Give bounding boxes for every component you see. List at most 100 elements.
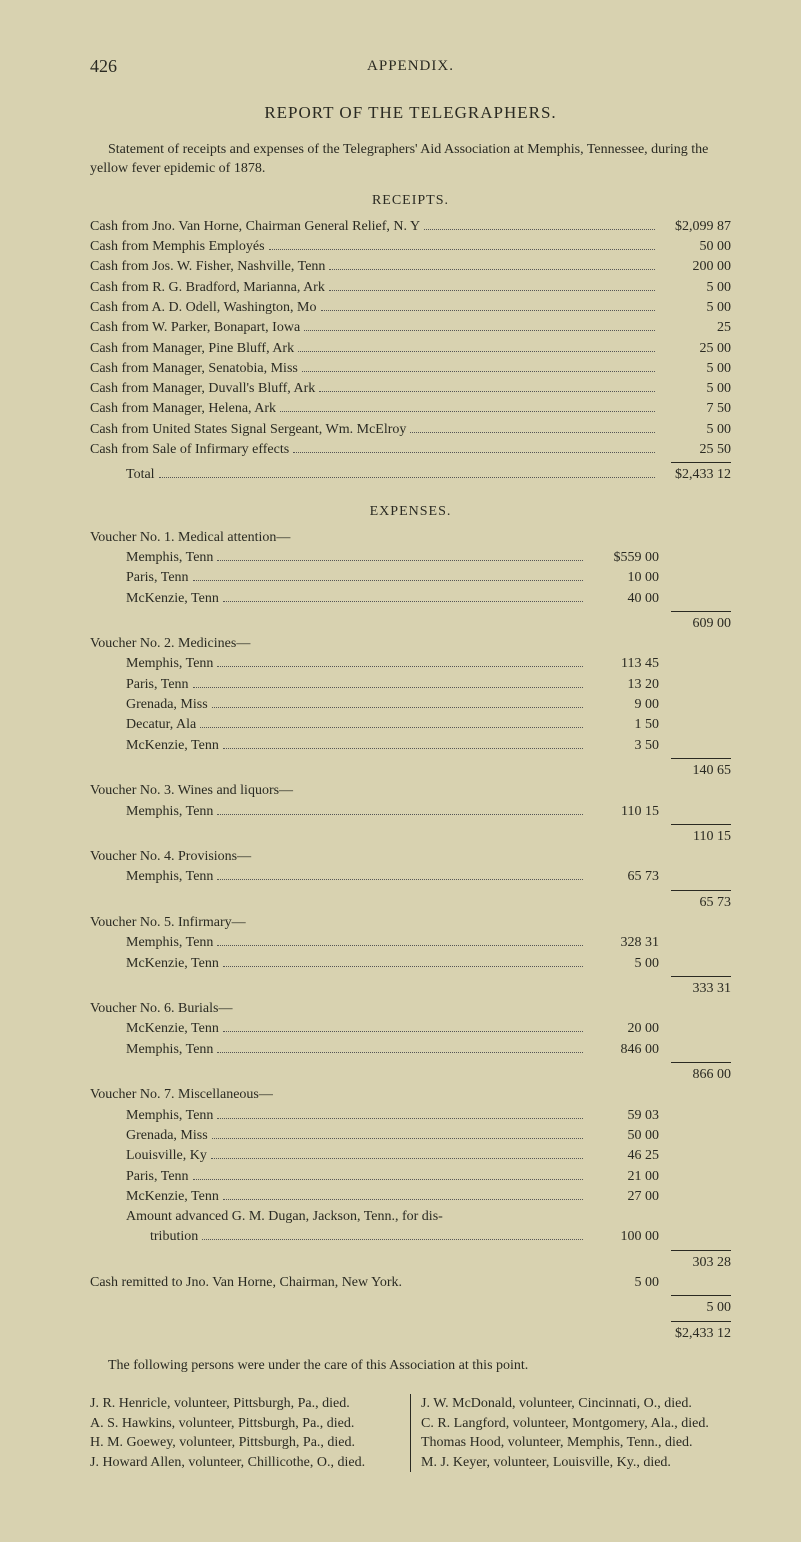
expense-row: McKenzie, Tenn27 00 [90, 1187, 731, 1207]
voucher-head: Voucher No. 7. Miscellaneous— [90, 1085, 731, 1105]
expense-amount: 46 25 [587, 1146, 659, 1166]
leader-dots [193, 1170, 583, 1179]
voucher-sum-row: 140 65 [90, 756, 731, 781]
receipt-amount: $2,099 87 [659, 217, 731, 237]
voucher-sum-row: 609 00 [90, 609, 731, 634]
expense-row: tribution 100 00 [90, 1227, 731, 1247]
expense-row: Memphis, Tenn328 31 [90, 933, 731, 953]
receipt-label: Cash from Sale of Infirmary effects [90, 440, 289, 460]
leader-dots [223, 1190, 583, 1199]
expense-amount: $559 00 [587, 548, 659, 568]
voucher-title: Voucher No. 6. Burials— [90, 999, 232, 1019]
expense-row: McKenzie, Tenn3 50 [90, 736, 731, 756]
leader-dots [298, 342, 655, 351]
receipt-label: Cash from Manager, Duvall's Bluff, Ark [90, 379, 315, 399]
voucher-sum: 609 00 [693, 614, 732, 634]
leader-dots [304, 322, 655, 331]
receipt-row: Cash from Manager, Helena, Ark7 50 [90, 399, 731, 419]
expense-amount: 65 73 [587, 867, 659, 887]
receipts-total-label: Total [126, 465, 155, 485]
receipt-row: Cash from United States Signal Sergeant,… [90, 420, 731, 440]
expense-amount: 59 03 [587, 1106, 659, 1126]
receipt-label: Cash from R. G. Bradford, Marianna, Ark [90, 278, 325, 298]
receipt-amount: 7 50 [659, 399, 731, 419]
expense-amount: 110 15 [587, 802, 659, 822]
leader-dots [319, 383, 655, 392]
expense-label: Memphis, Tenn [126, 867, 213, 887]
receipts-heading: RECEIPTS. [90, 193, 731, 209]
rule [671, 611, 731, 612]
rule [671, 1321, 731, 1322]
rule [671, 1295, 731, 1296]
receipt-row: Cash from Manager, Senatobia, Miss5 00 [90, 359, 731, 379]
expense-label: Grenada, Miss [126, 695, 208, 715]
expense-amount: 13 20 [587, 675, 659, 695]
receipt-row: Cash from A. D. Odell, Washington, Mo5 0… [90, 298, 731, 318]
leader-dots [424, 220, 655, 229]
receipt-amount: 200 00 [659, 257, 731, 277]
leader-dots [223, 957, 583, 966]
expense-label: Memphis, Tenn [126, 1106, 213, 1126]
expense-label: Paris, Tenn [126, 1167, 189, 1187]
expense-amount: 100 00 [587, 1227, 659, 1247]
leader-dots [217, 552, 583, 561]
leader-dots [269, 241, 655, 250]
rule [671, 976, 731, 977]
grand-total: $2,433 12 [675, 1324, 731, 1344]
person-entry: A. S. Hawkins, volunteer, Pittsburgh, Pa… [90, 1414, 400, 1434]
expense-label: McKenzie, Tenn [126, 736, 219, 756]
person-entry: J. R. Henricle, volunteer, Pittsburgh, P… [90, 1394, 400, 1414]
expense-label: Memphis, Tenn [126, 802, 213, 822]
expense-amount: 40 00 [587, 589, 659, 609]
voucher-title: Voucher No. 1. Medical attention— [90, 528, 290, 548]
expense-amount: 9 00 [587, 695, 659, 715]
leader-dots [223, 1023, 583, 1032]
voucher-title: Voucher No. 7. Miscellaneous— [90, 1085, 273, 1105]
cash-remitted-detail: 5 00 [587, 1273, 659, 1293]
voucher-head: Voucher No. 5. Infirmary— [90, 913, 731, 933]
voucher-sum-row: 866 00 [90, 1060, 731, 1085]
expense-amount: 113 45 [587, 654, 659, 674]
rule [671, 1250, 731, 1251]
receipt-amount: 25 50 [659, 440, 731, 460]
expense-label: Paris, Tenn [126, 568, 189, 588]
expense-row: Grenada, Miss50 00 [90, 1126, 731, 1146]
cash-remitted-sum: 5 00 [707, 1298, 732, 1318]
leader-dots [217, 937, 583, 946]
voucher-title: Voucher No. 3. Wines and liquors— [90, 781, 293, 801]
leader-dots [329, 281, 655, 290]
expense-label: Paris, Tenn [126, 675, 189, 695]
voucher-head: Voucher No. 3. Wines and liquors— [90, 781, 731, 801]
voucher-title: Voucher No. 2. Medicines— [90, 634, 250, 654]
leader-dots [159, 469, 655, 478]
person-entry: Thomas Hood, volunteer, Memphis, Tenn., … [421, 1433, 731, 1453]
expense-label: tribution [150, 1227, 198, 1247]
expense-row: Paris, Tenn10 00 [90, 568, 731, 588]
voucher-head: Voucher No. 4. Provisions— [90, 847, 731, 867]
rule [671, 758, 731, 759]
expense-row: Grenada, Miss 9 00 [90, 695, 731, 715]
leader-dots [321, 302, 656, 311]
leader-dots [217, 805, 583, 814]
voucher-sum: 866 00 [693, 1065, 732, 1085]
leader-dots [200, 719, 583, 728]
receipt-label: Cash from Jno. Van Horne, Chairman Gener… [90, 217, 420, 237]
receipts-list: Cash from Jno. Van Horne, Chairman Gener… [90, 217, 731, 466]
report-title: REPORT OF THE TELEGRAPHERS. [90, 103, 731, 123]
expense-row: McKenzie, Tenn40 00 [90, 589, 731, 609]
person-entry: J. Howard Allen, volunteer, Chillicothe,… [90, 1453, 400, 1473]
receipts-total-row: Total $2,433 12 [90, 465, 731, 485]
leader-dots [217, 1043, 583, 1052]
expense-label: Memphis, Tenn [126, 1040, 213, 1060]
persons-left-col: J. R. Henricle, volunteer, Pittsburgh, P… [90, 1394, 411, 1472]
expense-amount: 1 50 [587, 715, 659, 735]
expense-amount: 5 00 [587, 954, 659, 974]
persons-columns: J. R. Henricle, volunteer, Pittsburgh, P… [90, 1394, 731, 1472]
receipt-amount: 25 [659, 318, 731, 338]
association-line: The following persons were under the car… [90, 1358, 731, 1374]
expense-row: Paris, Tenn 13 20 [90, 675, 731, 695]
expense-row: Decatur, Ala1 50 [90, 715, 731, 735]
intro-paragraph: Statement of receipts and expenses of th… [90, 141, 731, 179]
voucher-sum-row: 333 31 [90, 974, 731, 999]
leader-dots [223, 592, 583, 601]
